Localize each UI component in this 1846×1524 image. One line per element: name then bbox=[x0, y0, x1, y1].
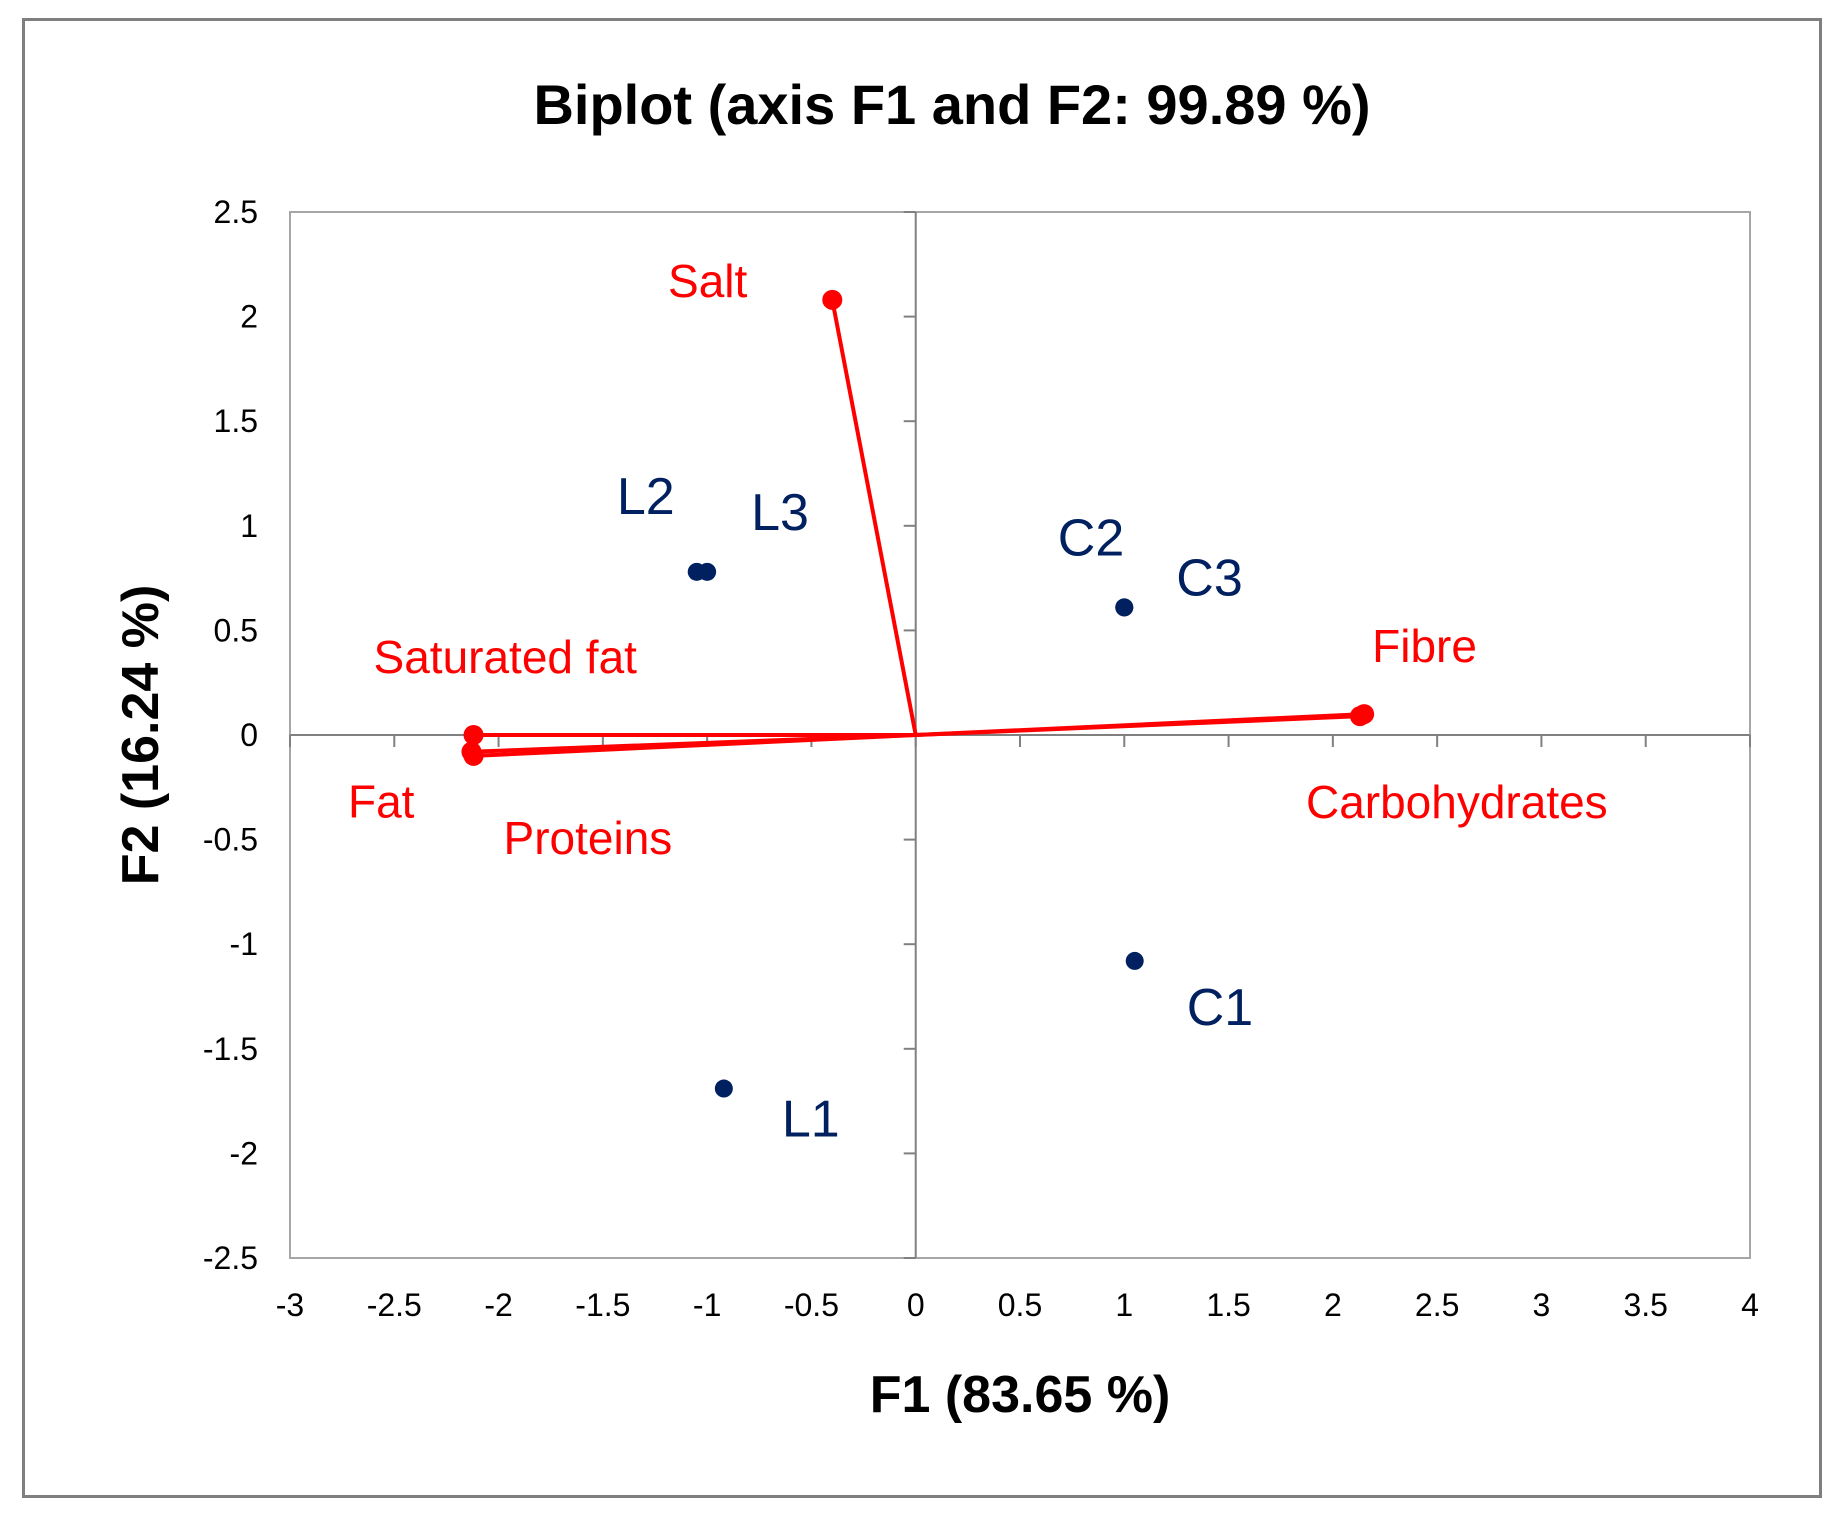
x-tick-label: 0 bbox=[907, 1287, 925, 1323]
x-tick-label: 2 bbox=[1324, 1287, 1342, 1323]
x-tick-label: 2.5 bbox=[1415, 1287, 1459, 1323]
y-tick-label: 1.5 bbox=[214, 403, 258, 439]
x-tick-label: 0.5 bbox=[998, 1287, 1042, 1323]
variable-label: Fibre bbox=[1372, 620, 1477, 672]
observation-label: L3 bbox=[751, 484, 809, 542]
x-tick-label: 1 bbox=[1115, 1287, 1133, 1323]
observation-label: C3 bbox=[1176, 549, 1242, 607]
y-tick-label: 2 bbox=[240, 299, 258, 335]
chart-title: Biplot (axis F1 and F2: 99.89 %) bbox=[533, 73, 1370, 136]
observation-label: L2 bbox=[617, 468, 675, 526]
x-tick-label: -0.5 bbox=[784, 1287, 839, 1323]
variable-label: Proteins bbox=[504, 812, 673, 864]
y-tick-label: -2.5 bbox=[203, 1240, 258, 1276]
observation-point bbox=[714, 1079, 733, 1098]
x-tick-label: -1 bbox=[693, 1287, 721, 1323]
x-tick-label: -2 bbox=[484, 1287, 512, 1323]
y-axis-title: F2 (16.24 %) bbox=[112, 585, 170, 886]
variable-point bbox=[463, 725, 484, 745]
x-tick-label: 3.5 bbox=[1623, 1287, 1667, 1323]
chart-frame bbox=[22, 18, 1822, 1498]
variable-label: Salt bbox=[668, 255, 747, 307]
y-tick-label: -2 bbox=[230, 1135, 258, 1171]
variable-vector bbox=[915, 714, 1361, 737]
observation-label: C2 bbox=[1058, 509, 1124, 567]
variable-point bbox=[463, 745, 484, 766]
observation-point bbox=[698, 562, 717, 581]
x-axis-title: F1 (83.65 %) bbox=[870, 1366, 1171, 1424]
y-tick-label: -1 bbox=[230, 926, 258, 962]
y-tick-label: -1.5 bbox=[203, 1031, 258, 1067]
observation-point bbox=[1115, 598, 1134, 617]
observation-point bbox=[1125, 951, 1144, 970]
x-tick-label: 4 bbox=[1741, 1287, 1759, 1323]
observation-label: C1 bbox=[1187, 979, 1253, 1037]
y-tick-label: -0.5 bbox=[203, 822, 258, 858]
x-tick-label: -2.5 bbox=[367, 1287, 422, 1323]
variable-point bbox=[822, 289, 843, 310]
variable-label: Carbohydrates bbox=[1306, 776, 1608, 828]
x-tick-label: 1.5 bbox=[1206, 1287, 1250, 1323]
variable-label: Fat bbox=[348, 776, 415, 828]
observation-label: L1 bbox=[782, 1091, 840, 1149]
x-tick-label: 3 bbox=[1533, 1287, 1551, 1323]
y-tick-label: 2.5 bbox=[214, 194, 258, 230]
y-tick-label: 0 bbox=[240, 717, 258, 753]
x-tick-label: -1.5 bbox=[575, 1287, 630, 1323]
x-tick-label: -3 bbox=[276, 1287, 304, 1323]
variable-label: Saturated fat bbox=[374, 631, 638, 683]
variable-vector bbox=[830, 299, 918, 736]
variable-point bbox=[1349, 706, 1370, 727]
y-tick-label: 1 bbox=[240, 508, 258, 544]
y-tick-label: 0.5 bbox=[214, 612, 258, 648]
variable-vector bbox=[473, 733, 916, 758]
